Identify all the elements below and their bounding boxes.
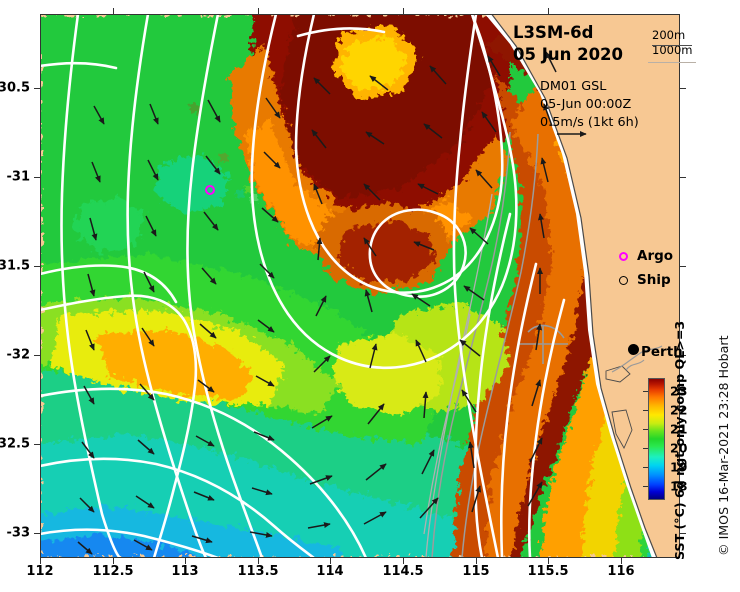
cb-label-18: 18 xyxy=(670,478,688,494)
x-tick-113 xyxy=(185,558,186,564)
x-label-116: 116 xyxy=(607,564,635,579)
depth-1000m-line xyxy=(648,62,696,63)
x-label-112-5: 112.5 xyxy=(92,564,134,579)
y-label-31: -31 xyxy=(6,169,31,185)
y-tick-33 xyxy=(34,533,40,534)
cb-label-23: 23 xyxy=(670,383,688,399)
cb-tick-19 xyxy=(643,467,648,468)
y-tick-right-31 xyxy=(680,177,686,178)
ssh-streamline-contours xyxy=(40,14,566,558)
perth-city-label: Perth xyxy=(641,344,683,360)
y-tick-right-33 xyxy=(680,533,686,534)
y-tick-30-5 xyxy=(34,88,40,89)
x-tick-116 xyxy=(621,558,622,564)
x-label-115-5: 115.5 xyxy=(527,564,569,579)
x-label-113: 113 xyxy=(171,564,199,579)
legend-ship[interactable]: Ship xyxy=(619,272,671,288)
y-tick-right-32-5 xyxy=(680,444,686,445)
y-label-32-5: -32.5 xyxy=(0,436,30,452)
x-label-113-5: 113.5 xyxy=(237,564,279,579)
depth-200m-line xyxy=(652,45,692,46)
x-tick-112-5 xyxy=(113,558,114,564)
y-tick-31 xyxy=(34,177,40,178)
sst-colorbar[interactable] xyxy=(648,378,665,500)
y-label-33: -33 xyxy=(6,525,31,541)
current-velocity-arrows xyxy=(77,51,557,555)
y-label-32: -32 xyxy=(6,347,31,363)
x-tick-114-5 xyxy=(403,558,404,564)
ship-label: Ship xyxy=(637,272,671,288)
x-label-114-5: 114.5 xyxy=(382,564,424,579)
cb-tick-21 xyxy=(643,429,648,430)
y-tick-right-30-5 xyxy=(680,88,686,89)
y-label-30-5: -30.5 xyxy=(0,80,30,96)
land-coastline xyxy=(485,14,680,558)
colorbar-axis-label: SST (°C) 6d ngt-only comp QL>=3 xyxy=(672,320,687,560)
y-tick-32 xyxy=(34,355,40,356)
cb-tick-20 xyxy=(643,448,648,449)
cb-tick-23 xyxy=(643,391,648,392)
x-tick-top-114-5 xyxy=(403,8,404,14)
cb-label-20: 20 xyxy=(670,440,688,456)
cb-label-21: 21 xyxy=(670,421,688,437)
x-label-114: 114 xyxy=(316,564,344,579)
y-tick-right-31-5 xyxy=(680,266,686,267)
x-tick-114 xyxy=(330,558,331,564)
y-tick-31-5 xyxy=(34,266,40,267)
x-tick-115-5 xyxy=(548,558,549,564)
y-label-31-5: -31.5 xyxy=(0,258,30,274)
copyright-notice: © IMOS 16-Mar-2021 23:28 Hobart xyxy=(716,335,731,556)
argo-marker-icon xyxy=(619,251,628,261)
x-label-112: 112 xyxy=(26,564,54,579)
cb-label-22: 22 xyxy=(670,402,688,418)
argo-label: Argo xyxy=(637,248,674,264)
cb-tick-22 xyxy=(643,410,648,411)
y-tick-right-32 xyxy=(680,355,686,356)
x-tick-115 xyxy=(476,558,477,564)
cb-tick-18 xyxy=(643,486,648,487)
legend-argo[interactable]: Argo xyxy=(619,248,673,264)
cb-label-19: 19 xyxy=(670,459,688,475)
observation-markers[interactable] xyxy=(40,14,680,558)
x-tick-113-5 xyxy=(258,558,259,564)
velocity-reference-arrow xyxy=(557,131,587,137)
x-label-115: 115 xyxy=(462,564,490,579)
x-tick-top-113-5 xyxy=(258,8,259,14)
sst-colorbar-gradient xyxy=(648,378,665,500)
ship-marker-icon xyxy=(619,275,628,285)
y-tick-32-5 xyxy=(34,444,40,445)
x-tick-112 xyxy=(40,558,41,564)
perth-city-marker xyxy=(628,344,639,355)
x-tick-top-115-5 xyxy=(548,8,549,14)
x-tick-top-112-5 xyxy=(113,8,114,14)
map-plot-area[interactable] xyxy=(40,14,680,558)
